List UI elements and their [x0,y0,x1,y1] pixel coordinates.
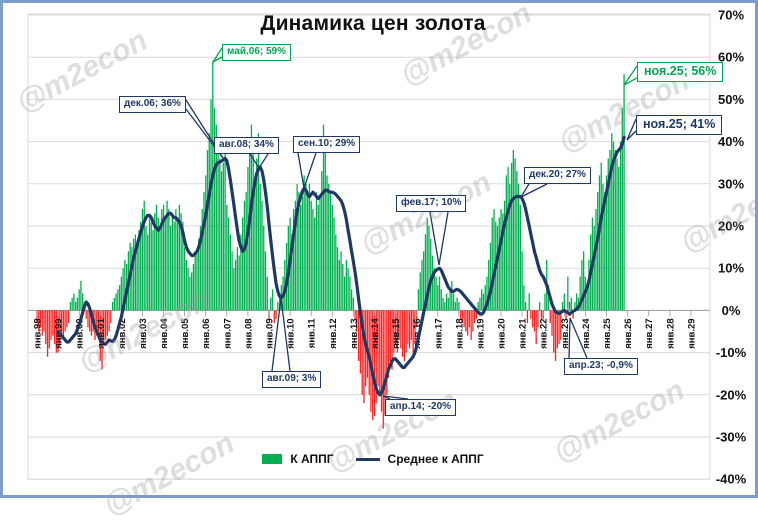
svg-text:янв.24: янв.24 [581,318,592,349]
svg-text:-10%: -10% [716,345,747,360]
legend-line-label: Среднее к АППГ [387,452,484,466]
annotation-callout: авг.09; 3% [262,371,322,388]
annotation-callout: апр.23; -0,9% [564,358,638,375]
svg-text:50%: 50% [718,92,744,107]
svg-text:20%: 20% [718,219,744,234]
svg-text:янв.17: янв.17 [433,318,444,348]
svg-text:янв.01: янв.01 [96,318,107,349]
svg-text:янв.98: янв.98 [33,318,44,348]
legend: К АППГ Среднее к АППГ [3,452,743,466]
svg-text:янв.26: янв.26 [623,318,634,348]
gold-price-chart: 70% 60% 50% 40% 30% 20% 10% 0% -10% -20% -30% -40% я… [27,8,747,487]
svg-text:янв.05: янв.05 [180,318,191,349]
bars-series [36,61,625,429]
svg-text:70%: 70% [718,8,744,23]
svg-text:-30%: -30% [716,430,747,445]
svg-text:янв.06: янв.06 [201,318,212,348]
legend-bar-swatch [262,454,283,464]
svg-text:60%: 60% [718,50,744,65]
annotation-callout: сен.10; 29% [293,136,361,153]
legend-bar-label: К АППГ [290,452,334,466]
annotation-callout: авг.08; 34% [214,137,279,154]
svg-text:янв.00: янв.00 [75,318,86,348]
svg-text:янв.04: янв.04 [159,318,170,349]
svg-text:янв.21: янв.21 [518,318,529,349]
svg-text:10%: 10% [718,261,744,276]
svg-text:янв.02: янв.02 [117,318,128,348]
svg-text:-40%: -40% [716,472,747,487]
svg-text:30%: 30% [718,176,744,191]
annotation-callout: дек.06; 36% [119,96,186,113]
annotation-callout: апр.14; -20% [385,399,457,416]
svg-text:янв.15: янв.15 [391,318,402,349]
svg-text:янв.14: янв.14 [370,318,381,349]
svg-text:-20%: -20% [716,387,747,402]
annotation-callout: ноя.25; 56% [637,62,724,82]
svg-text:янв.19: янв.19 [475,318,486,348]
svg-text:янв.13: янв.13 [349,318,360,348]
svg-text:40%: 40% [718,134,744,149]
chart-title: Динамика цен золота [260,12,486,35]
svg-text:янв.20: янв.20 [497,318,508,348]
svg-text:0%: 0% [722,303,741,318]
annotation-callout: май.06; 59% [222,44,291,61]
svg-text:янв.07: янв.07 [222,318,233,348]
svg-text:янв.22: янв.22 [539,318,550,348]
svg-text:янв.28: янв.28 [665,318,676,348]
annotation-callout: дек.20; 27% [524,167,591,184]
svg-text:янв.08: янв.08 [243,318,254,348]
average-line [56,135,626,397]
svg-text:янв.11: янв.11 [307,318,318,349]
svg-text:янв.03: янв.03 [138,318,149,348]
svg-text:янв.27: янв.27 [644,318,655,348]
svg-text:янв.10: янв.10 [286,318,297,348]
legend-line-swatch [355,457,380,461]
svg-text:янв.23: янв.23 [560,318,571,348]
svg-text:янв.09: янв.09 [265,318,276,348]
annotation-callout: ноя.25; 41% [636,115,723,135]
svg-text:янв.12: янв.12 [328,318,339,348]
svg-text:янв.25: янв.25 [602,318,613,349]
annotation-callout: фев.17; 10% [396,195,467,212]
svg-text:янв.18: янв.18 [454,318,465,348]
svg-text:янв.29: янв.29 [686,318,697,348]
